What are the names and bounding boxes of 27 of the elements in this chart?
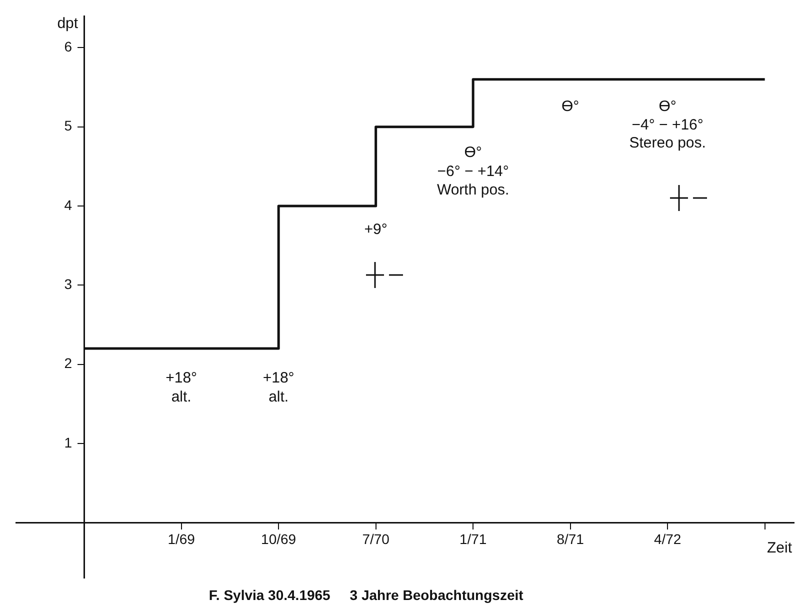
- annotation: +18°: [166, 370, 198, 387]
- annotation: Stereo pos.: [629, 134, 706, 152]
- annotation: Ɵ°: [658, 98, 676, 116]
- y-tick-label: 4: [64, 196, 72, 213]
- annotation: alt.: [171, 388, 192, 406]
- x-tick-label: 4/72: [654, 530, 682, 547]
- y-tick-label: 2: [64, 355, 72, 372]
- x-tick-label: 7/70: [362, 530, 390, 547]
- annotation: −4° − +16°: [632, 116, 704, 134]
- y-axis-title: dpt: [57, 15, 79, 32]
- y-tick-label: 6: [64, 38, 72, 55]
- annotation: alt.: [268, 388, 289, 406]
- x-tick-label: 1/71: [459, 530, 487, 547]
- x-tick-label: 10/69: [261, 530, 296, 547]
- x-axis-title: Zeit: [766, 540, 793, 557]
- annotation: +9°: [364, 220, 388, 238]
- annotation: Worth pos.: [436, 181, 510, 198]
- y-tick-label: 1: [64, 434, 72, 450]
- annotation: Ɵ°: [464, 144, 482, 162]
- x-tick-label: 8/71: [556, 530, 584, 547]
- annotation: Ɵ°: [561, 98, 580, 116]
- text: F. Sylvia 30.4.1965 3 Jahre Beobachtungszeit: [208, 586, 524, 603]
- x-tick-label: 1/69: [168, 530, 196, 547]
- y-tick-label: 5: [64, 118, 72, 134]
- y-tick-label: 3: [64, 276, 72, 292]
- annotation: +18°: [262, 370, 294, 387]
- annotation: −6° − +14°: [437, 163, 509, 180]
